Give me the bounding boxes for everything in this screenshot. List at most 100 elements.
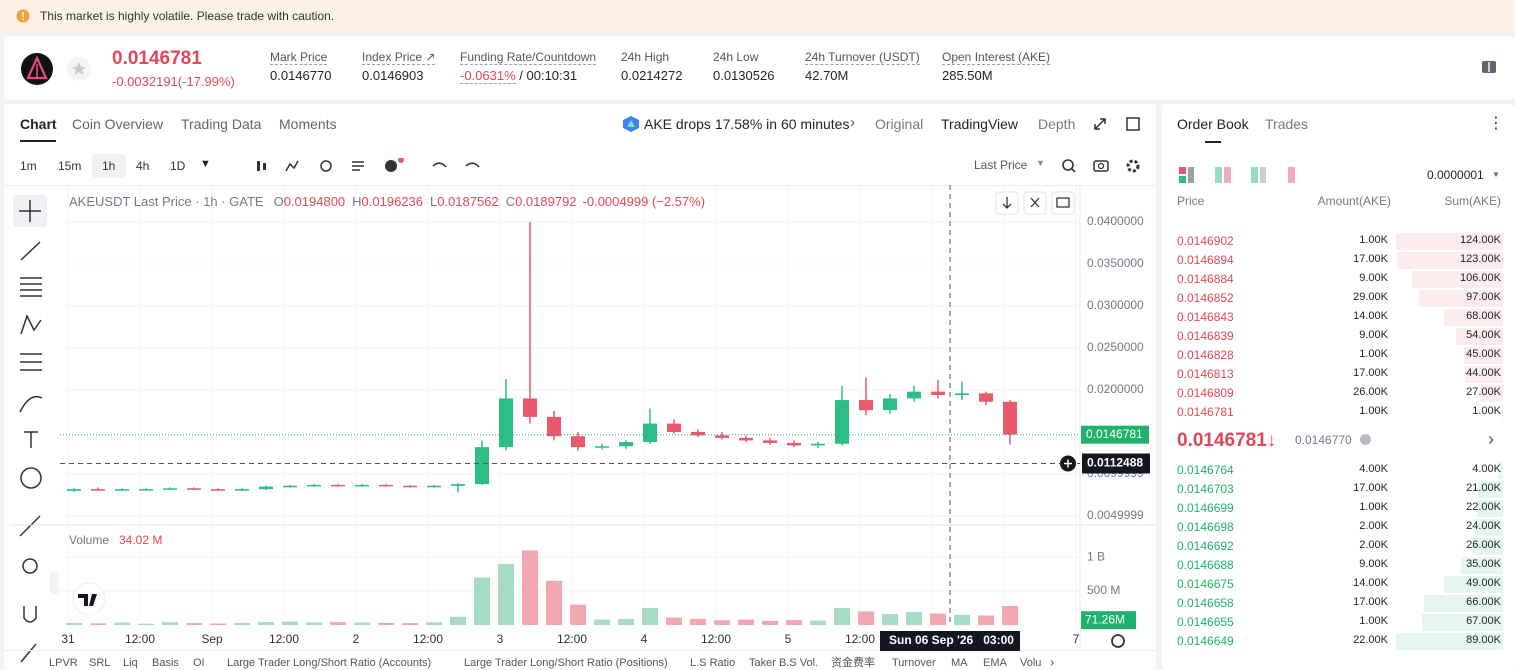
- book-price: 0.0146884: [1177, 272, 1234, 286]
- stat-value-text: 42.70M: [805, 68, 849, 83]
- book-view-icons[interactable]: [1178, 167, 1298, 183]
- book-price: 0.0146655: [1177, 615, 1234, 629]
- tick-size[interactable]: 0.0000001: [1427, 168, 1484, 182]
- book-tab[interactable]: Trades: [1265, 116, 1309, 132]
- alert-text[interactable]: AKE drops 17.58% in 60 minutes: [644, 116, 850, 132]
- book-sum: 22.00K: [1466, 501, 1501, 513]
- view-tab[interactable]: Depth: [1038, 116, 1076, 132]
- stat-value-text: 0.0214272: [621, 68, 683, 83]
- depth-bar: [1444, 576, 1503, 593]
- stat-label: Funding Rate/Countdown: [460, 50, 597, 65]
- book-sum: 97.00K: [1466, 291, 1501, 303]
- price-type[interactable]: Last Price: [974, 158, 1028, 172]
- stat-label: 24h Turnover (USDT): [805, 50, 920, 65]
- book-tab[interactable]: Order Book: [1177, 116, 1249, 132]
- book-sum: 89.00K: [1466, 634, 1501, 646]
- order-book-tab-underline: [1205, 141, 1221, 143]
- depth-bar: [1465, 366, 1503, 383]
- stat-label: Index Price ↗: [362, 50, 436, 65]
- chart-tab-underline: [20, 140, 56, 142]
- book-amount: 1.00K: [1359, 405, 1388, 417]
- interval-dropdown[interactable]: ▼: [200, 158, 211, 170]
- mid-arrow: ↓: [1266, 430, 1277, 451]
- book-sum: 106.00K: [1460, 272, 1501, 284]
- stat-value: 0.0146903: [362, 68, 423, 83]
- book-amount: 1.00K: [1359, 615, 1388, 627]
- interval[interactable]: 1D: [170, 159, 186, 173]
- book-amount: 1.00K: [1359, 234, 1388, 246]
- book-price: 0.0146699: [1177, 501, 1234, 515]
- book-sum: 44.00K: [1466, 367, 1501, 379]
- book-sum: 54.00K: [1466, 329, 1501, 341]
- book-price: 0.0146658: [1177, 596, 1234, 610]
- stat-value: 0.0130526: [713, 68, 774, 83]
- interval[interactable]: 4h: [136, 159, 150, 173]
- book-sum: 124.00K: [1460, 234, 1501, 246]
- book-price: 0.0146692: [1177, 539, 1234, 553]
- stat-value-text: 285.50M: [942, 68, 993, 83]
- stat-value: 0.0214272: [621, 68, 682, 83]
- book-amount: 14.00K: [1353, 577, 1388, 589]
- view-tab[interactable]: TradingView: [941, 116, 1019, 132]
- book-amount: 2.00K: [1359, 520, 1388, 532]
- order-book-panel: Order Book Trades ⋮ 0.0000001 ▼ Price Amou…: [1162, 104, 1515, 670]
- book-price: 0.0146843: [1177, 310, 1234, 324]
- book-price: 0.0146852: [1177, 291, 1234, 305]
- interval[interactable]: 15m: [58, 159, 82, 173]
- expand-icon[interactable]: [1093, 117, 1107, 131]
- depth-bar: [1456, 328, 1503, 345]
- drawing-toolbar[interactable]: [248, 158, 488, 174]
- ticker-bar: 0.0146781 -0.0032191(-17.99%) Mark Price…: [4, 36, 1515, 100]
- book-sum: 66.00K: [1466, 596, 1501, 608]
- interval[interactable]: 1m: [20, 159, 37, 173]
- book-amount: 2.00K: [1359, 539, 1388, 551]
- book-amount: 17.00K: [1353, 482, 1388, 494]
- book-sum: 49.00K: [1466, 577, 1501, 589]
- view-tab[interactable]: Original: [875, 116, 924, 132]
- depth-bar: [1419, 290, 1503, 307]
- book-sum: 68.00K: [1466, 310, 1501, 322]
- chart-tab[interactable]: Coin Overview: [72, 116, 164, 132]
- mid-mark-price: 0.0146770: [1295, 433, 1352, 447]
- chart-tab[interactable]: Moments: [279, 116, 337, 132]
- depth-bar: [1444, 309, 1503, 326]
- window-icon[interactable]: [1126, 117, 1140, 131]
- stat-value-text: 0.0146903: [362, 68, 424, 83]
- book-header: Amount(AKE): [1317, 194, 1391, 208]
- book-price: 0.0146813: [1177, 367, 1234, 381]
- book-sum: 67.00K: [1466, 615, 1501, 627]
- interval[interactable]: 1h: [102, 159, 116, 173]
- stat-value: -0.0631% / 00:10:31: [460, 68, 577, 84]
- book-sum: 27.00K: [1466, 386, 1501, 398]
- book-sum: 26.00K: [1466, 539, 1501, 551]
- more-menu[interactable]: ⋮: [1488, 115, 1504, 132]
- book-amount: 14.00K: [1353, 310, 1388, 322]
- book-sum: 21.00K: [1466, 482, 1501, 494]
- depth-bar: [1411, 271, 1503, 288]
- price-type-caret: ▼: [1036, 158, 1045, 168]
- favorite-star[interactable]: [66, 56, 92, 82]
- depth-bar: [1502, 404, 1503, 421]
- book-price: 0.0146894: [1177, 253, 1234, 267]
- book-icon[interactable]: [1481, 60, 1497, 74]
- book-price: 0.0146688: [1177, 558, 1234, 572]
- chart-tools[interactable]: [1061, 158, 1151, 174]
- stat-value-text: 0.0130526: [713, 68, 775, 83]
- book-price: 0.0146649: [1177, 634, 1234, 648]
- book-price: 0.0146809: [1177, 386, 1234, 400]
- chart-tab[interactable]: Trading Data: [181, 116, 262, 132]
- book-amount: 9.00K: [1359, 272, 1388, 284]
- stat-label: Open Interest (AKE): [942, 50, 1051, 65]
- chart-tab[interactable]: Chart: [20, 116, 57, 132]
- left-toolbar[interactable]: [12, 194, 52, 664]
- book-amount: 9.00K: [1359, 558, 1388, 570]
- stat-label: Mark Price: [270, 50, 328, 65]
- book-price: 0.0146703: [1177, 482, 1234, 496]
- axis-divider: [4, 650, 1156, 651]
- book-sum: 4.00K: [1472, 463, 1501, 475]
- mid-icon: [1360, 434, 1371, 445]
- book-sum: 1.00K: [1472, 405, 1501, 417]
- depth-bar: [1471, 538, 1503, 555]
- depth-bar: [1464, 347, 1503, 364]
- book-amount: 9.00K: [1359, 329, 1388, 341]
